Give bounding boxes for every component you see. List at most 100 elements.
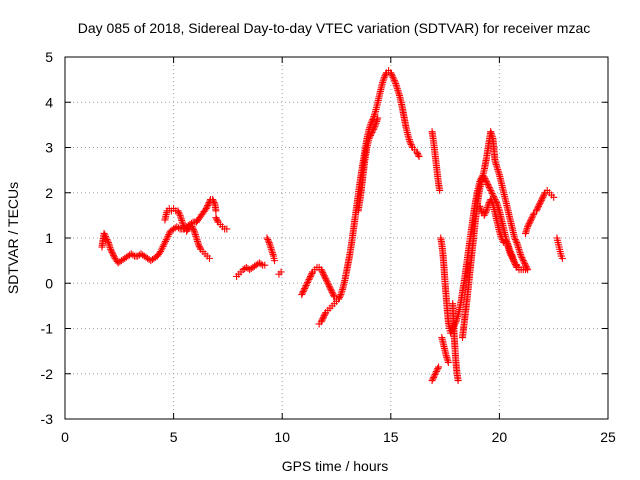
data-point	[108, 248, 116, 256]
data-point	[319, 269, 327, 277]
data-point	[188, 223, 196, 231]
data-point	[414, 151, 422, 159]
data-point	[335, 295, 343, 303]
data-point	[163, 234, 171, 242]
data-point	[104, 237, 112, 245]
data-point	[487, 197, 495, 205]
data-point	[526, 218, 534, 226]
data-point	[195, 242, 203, 250]
data-point	[263, 234, 271, 242]
y-tick-label: 1	[45, 230, 53, 246]
data-point	[487, 196, 495, 204]
data-points	[98, 67, 566, 385]
data-point	[367, 131, 375, 139]
x-tick-label: 5	[170, 429, 178, 445]
data-point	[322, 276, 330, 284]
data-point	[511, 236, 519, 244]
data-point	[434, 364, 442, 372]
data-point	[365, 134, 373, 142]
y-tick-label: 5	[45, 49, 53, 65]
data-point	[213, 217, 221, 225]
data-point	[322, 275, 330, 283]
data-point	[318, 316, 326, 324]
data-point	[203, 203, 211, 211]
data-point	[175, 210, 183, 218]
data-point	[519, 255, 527, 263]
data-point	[324, 279, 332, 287]
data-point	[433, 366, 441, 374]
data-point	[390, 75, 398, 83]
y-axis-label: SDTVAR / TECUs	[5, 182, 21, 294]
data-point	[321, 310, 329, 318]
data-point	[435, 363, 443, 371]
data-point	[488, 199, 496, 207]
data-point	[102, 234, 110, 242]
data-point	[507, 249, 515, 257]
data-point	[506, 248, 514, 256]
data-point	[317, 266, 325, 274]
data-point	[162, 236, 170, 244]
data-point	[512, 237, 520, 245]
data-point	[537, 198, 545, 206]
data-point	[428, 377, 436, 385]
data-point	[381, 72, 389, 80]
y-tick-label: -3	[41, 411, 54, 427]
data-point	[414, 150, 422, 158]
data-point	[304, 277, 312, 285]
data-point	[524, 266, 532, 274]
data-point	[415, 153, 423, 161]
data-point	[369, 127, 377, 135]
data-point	[451, 321, 459, 329]
data-point	[327, 287, 335, 295]
data-point	[158, 244, 166, 252]
data-point	[101, 231, 109, 239]
data-point	[518, 254, 526, 262]
data-point	[109, 250, 117, 258]
data-point	[487, 186, 495, 194]
data-point	[161, 237, 169, 245]
data-point	[261, 261, 269, 269]
data-point	[533, 205, 541, 213]
data-point	[306, 274, 314, 282]
data-point	[319, 270, 327, 278]
data-point	[202, 205, 210, 213]
data-point	[371, 122, 379, 130]
data-point	[431, 371, 439, 379]
data-point	[503, 239, 511, 247]
data-point	[521, 261, 529, 269]
data-point	[305, 275, 313, 283]
data-point	[366, 133, 374, 141]
data-point	[388, 70, 396, 78]
data-point	[529, 211, 537, 219]
data-point	[387, 69, 395, 77]
data-point	[319, 315, 327, 323]
data-point	[157, 246, 165, 254]
x-tick-label: 10	[274, 429, 290, 445]
data-point	[535, 201, 543, 209]
data-point	[503, 238, 511, 246]
data-point	[485, 183, 493, 191]
data-point	[303, 280, 311, 288]
chart-title: Day 085 of 2018, Sidereal Day-to-day VTE…	[78, 20, 591, 36]
y-tick-label: 3	[45, 140, 53, 156]
data-point	[512, 262, 520, 270]
data-point	[527, 217, 535, 225]
data-point	[558, 254, 566, 262]
data-point	[517, 252, 525, 260]
data-point	[212, 214, 220, 222]
data-point	[522, 263, 530, 271]
y-tick-label: 4	[45, 94, 53, 110]
data-point	[481, 210, 489, 218]
data-point	[536, 199, 544, 207]
data-point	[490, 193, 498, 201]
data-point	[370, 124, 378, 132]
data-point	[257, 260, 265, 268]
data-point	[511, 234, 519, 242]
data-point	[300, 286, 308, 294]
data-point	[320, 272, 328, 280]
data-point	[321, 273, 329, 281]
data-point	[196, 244, 204, 252]
data-point	[277, 268, 285, 276]
data-point	[436, 186, 444, 194]
data-point	[488, 190, 496, 198]
